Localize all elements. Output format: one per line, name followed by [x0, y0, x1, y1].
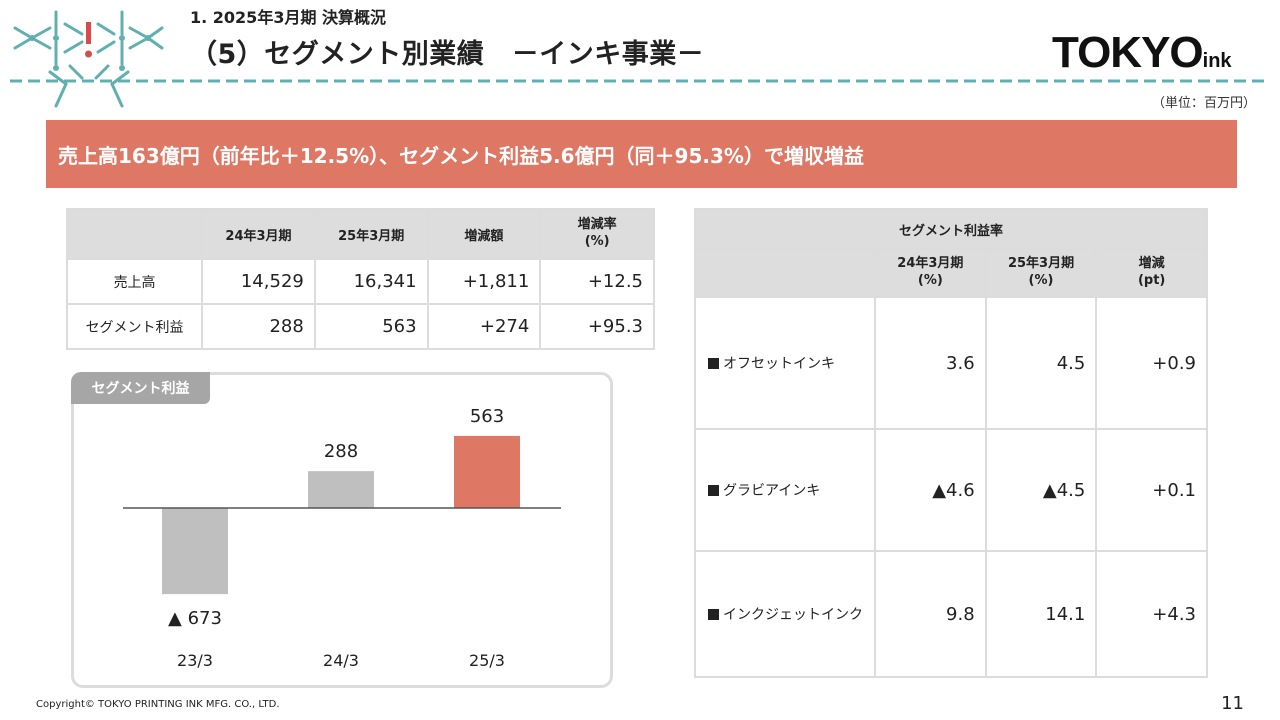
brand-logo: TOKYOink [1052, 28, 1232, 78]
data-label: ▲ 673 [168, 608, 222, 629]
table-row: 売上高 14,529 16,341 +1,811 +12.5 [65, 258, 655, 305]
row-label: オフセットインキ [693, 296, 877, 430]
row-label: 売上高 [65, 258, 204, 305]
chart-title: セグメント利益 [71, 372, 210, 404]
copyright: Copyright© TOKYO PRINTING INK MFG. CO., … [36, 699, 280, 710]
square-bullet-icon [708, 609, 719, 620]
chart-frame [71, 372, 613, 688]
row-label-text: インクジェットインク [723, 607, 863, 623]
bar-24-3 [308, 471, 374, 508]
table-title-row: セグメント利益率 [694, 208, 1208, 250]
table-cell: +4.3 [1095, 550, 1208, 678]
table-cell: +0.1 [1095, 428, 1208, 552]
table-header-cell: 24年3月期 [201, 208, 316, 260]
summary-banner-text: 売上高163億円（前年比＋12.5%）、セグメント利益5.6億円（同＋95.3%… [58, 143, 864, 168]
table-header-cell: 増減率 (%) [539, 208, 655, 260]
table-row: オフセットインキ 3.6 4.5 +0.9 [693, 296, 1208, 430]
segment-profit-chart: ▲ 673 23/3 288 24/3 563 25/3 [123, 406, 561, 670]
table-cell: ▲4.6 [874, 428, 987, 552]
data-label: 563 [470, 406, 504, 427]
table-cell: 14,529 [201, 258, 316, 305]
table-cell: 563 [313, 303, 429, 350]
section-label: 1. 2025年3月期 決算概況 [190, 8, 387, 27]
square-bullet-icon [708, 485, 719, 496]
bar-23-3 [162, 508, 228, 595]
row-label-text: グラビアインキ [723, 483, 821, 499]
row-label: セグメント利益 [65, 303, 204, 350]
data-label: 288 [324, 441, 358, 462]
category-label: 24/3 [323, 651, 359, 670]
sales-table: 24年3月期 25年3月期 増減額 増減率 (%) 売上高 14,529 16,… [65, 208, 655, 350]
summary-banner: 売上高163億円（前年比＋12.5%）、セグメント利益5.6億円（同＋95.3%… [46, 120, 1237, 188]
decorative-pattern-icon [13, 10, 164, 108]
profit-rate-table: セグメント利益率 24年3月期 (%) 25年3月期 (%) 増減 (pt) オ… [693, 208, 1208, 678]
table-cell: +274 [426, 303, 542, 350]
page-title: （5）セグメント別業績 －インキ事業－ [190, 39, 705, 70]
table-cell: 16,341 [313, 258, 429, 305]
table-header-cell: 増減額 [426, 208, 542, 260]
table-header-row: 24年3月期 (%) 25年3月期 (%) 増減 (pt) [693, 248, 1208, 298]
table-header-cell: 増減 (pt) [1095, 248, 1208, 298]
table-cell: +0.9 [1095, 296, 1208, 430]
category-label: 23/3 [177, 651, 213, 670]
table-header-cell [693, 248, 877, 298]
table-header-row: 24年3月期 25年3月期 増減額 増減率 (%) [65, 208, 655, 260]
row-label: グラビアインキ [693, 428, 877, 552]
square-bullet-icon [708, 358, 719, 369]
table-cell: 3.6 [874, 296, 987, 430]
header-divider [10, 79, 1270, 83]
row-label-text: オフセットインキ [723, 356, 835, 372]
brand-main-text: TOKYO [1052, 28, 1204, 77]
table-title: セグメント利益率 [694, 208, 1208, 250]
table-cell: ▲4.5 [984, 428, 1098, 552]
row-label: インクジェットインク [693, 550, 877, 678]
table-cell: +95.3 [539, 303, 655, 350]
table-cell: +12.5 [539, 258, 655, 305]
table-cell: 4.5 [984, 296, 1098, 430]
table-row: セグメント利益 288 563 +274 +95.3 [65, 303, 655, 350]
table-header-cell [65, 208, 204, 260]
table-header-cell: 25年3月期 (%) [984, 248, 1098, 298]
table-cell: 14.1 [984, 550, 1098, 678]
unit-label: （単位：百万円） [1151, 96, 1256, 111]
brand-sub-text: ink [1202, 50, 1232, 72]
bar-25-3 [454, 435, 520, 508]
table-cell: 9.8 [874, 550, 987, 678]
page-number: 11 [1221, 693, 1244, 714]
table-cell: 288 [201, 303, 316, 350]
category-label: 25/3 [469, 651, 505, 670]
table-row: インクジェットインク 9.8 14.1 +4.3 [693, 550, 1208, 678]
table-row: グラビアインキ ▲4.6 ▲4.5 +0.1 [693, 428, 1208, 552]
table-header-cell: 24年3月期 (%) [874, 248, 987, 298]
table-cell: +1,811 [426, 258, 542, 305]
table-header-cell: 25年3月期 [313, 208, 429, 260]
